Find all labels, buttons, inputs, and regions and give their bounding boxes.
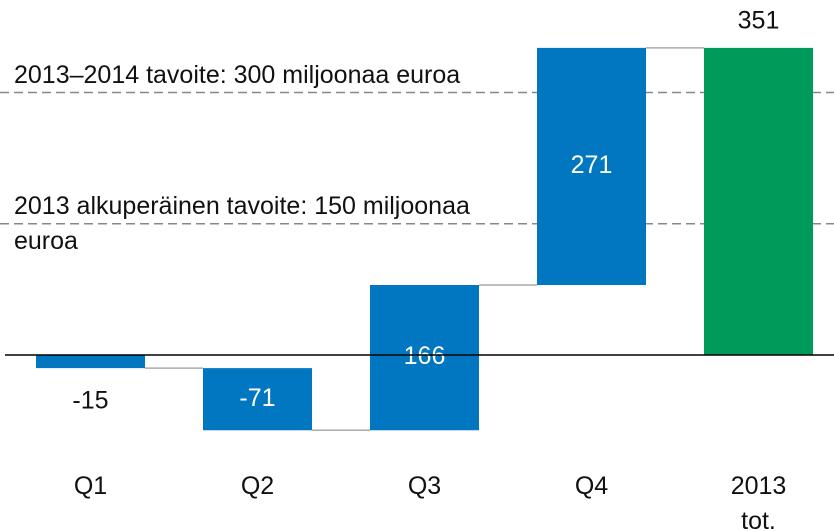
x-tick-label: Q1 [73, 472, 108, 500]
value-label: -71 [239, 384, 275, 412]
value-label: 271 [571, 151, 613, 179]
bar [36, 355, 145, 369]
bar [370, 285, 479, 431]
reference-label: 2013 alkuperäinen tavoite: 150 miljoonaa… [14, 191, 470, 255]
x-tick-label: Q3 [407, 472, 442, 500]
x-tick-label: Q4 [574, 472, 609, 500]
x-tick-label: Q2 [240, 472, 275, 500]
value-label: 351 [738, 6, 780, 34]
reference-label: 2013–2014 tavoite: 300 miljoonaa euroa [14, 60, 461, 89]
bar [704, 47, 813, 355]
x-tick-label: 2013 tot. [730, 472, 787, 531]
bar [203, 368, 312, 431]
value-label: 166 [404, 342, 446, 370]
value-label: -15 [72, 387, 108, 415]
bar [537, 47, 646, 285]
